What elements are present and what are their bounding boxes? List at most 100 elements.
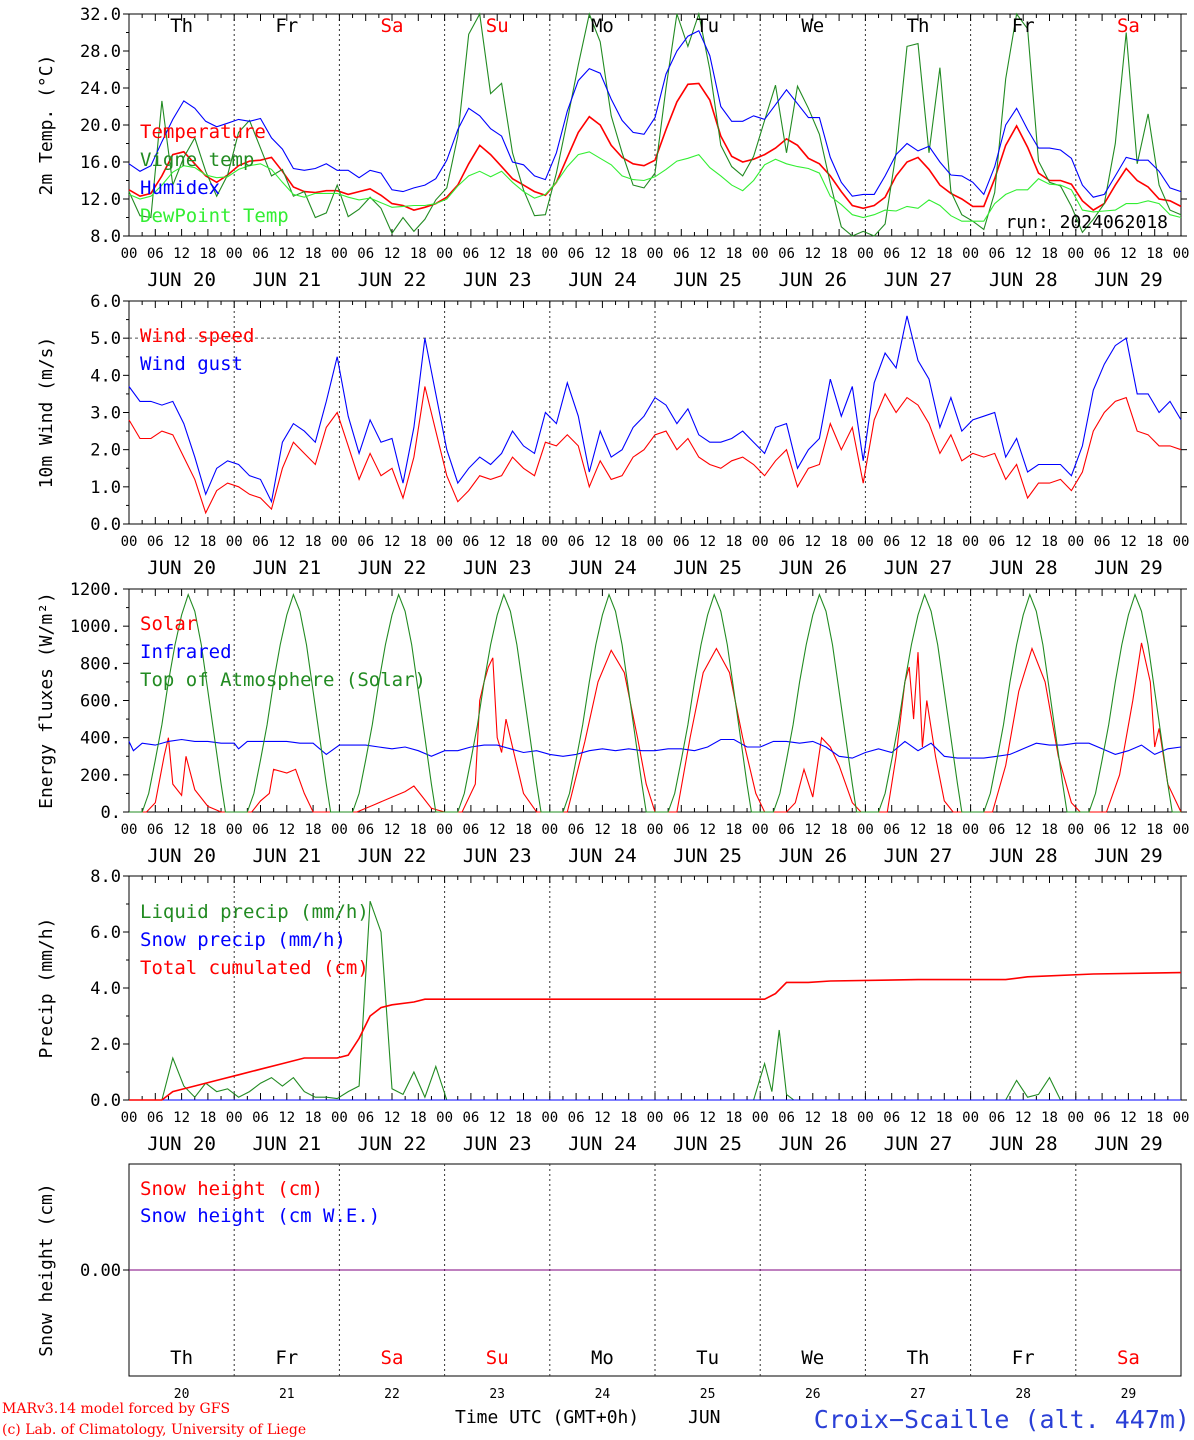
y-tick-label: 16.0: [80, 153, 121, 173]
date-label: JUN 27: [884, 1133, 953, 1155]
day-name: Th: [907, 1347, 930, 1369]
hour-label: 00: [1067, 534, 1084, 550]
hour-label: 00: [1173, 822, 1190, 838]
hour-label: 00: [1067, 1110, 1084, 1126]
panel-1: 8.0 12.0 16.0 20.0 24.0 28.0 32.0 2m Temp. (°C)…: [36, 5, 1189, 291]
hour-label: 00: [226, 534, 243, 550]
hour-label: 18: [199, 246, 216, 262]
hour-label: 06: [673, 246, 690, 262]
hour-label: 12: [594, 534, 611, 550]
hour-label: 00: [647, 1110, 664, 1126]
hour-label: 06: [883, 1110, 900, 1126]
hour-label: 00: [1067, 822, 1084, 838]
hour-label: 00: [121, 1110, 138, 1126]
legend-entry: Vigne temp: [140, 149, 254, 171]
hour-label: 18: [1041, 822, 1058, 838]
hour-label: 12: [699, 246, 716, 262]
hour-label: 12: [910, 534, 927, 550]
hour-label: 00: [752, 1110, 769, 1126]
hour-label: 18: [515, 1110, 532, 1126]
hour-label: 18: [410, 822, 427, 838]
day-name: Th: [170, 15, 193, 37]
footer-model-line: MARv3.14 model forced by GFS: [2, 1401, 230, 1417]
hour-label: 06: [1094, 246, 1111, 262]
hour-label: 18: [831, 1110, 848, 1126]
hour-label: 06: [778, 534, 795, 550]
y-tick-label: 1000.: [70, 617, 121, 637]
hour-label: 18: [1041, 1110, 1058, 1126]
hour-label: 06: [252, 822, 269, 838]
series-line-1: [128, 82, 1182, 212]
hour-label: 00: [121, 534, 138, 550]
hour-label: 00: [752, 822, 769, 838]
hour-label: 12: [804, 246, 821, 262]
hour-label: 06: [147, 1110, 164, 1126]
y-tick-label: 1.0: [90, 478, 121, 498]
day-name: Fr: [1012, 15, 1035, 37]
hour-label: 00: [857, 246, 874, 262]
hour-label: 18: [305, 822, 322, 838]
day-name: Sa: [381, 15, 404, 37]
hour-label: 06: [988, 1110, 1005, 1126]
hour-label: 18: [515, 822, 532, 838]
date-label: JUN 20: [147, 269, 216, 291]
legend-entry: Temperature: [140, 121, 266, 143]
date-label: JUN 25: [673, 557, 742, 579]
hour-label: 12: [384, 1110, 401, 1126]
panel-2: 0.0 1.0 2.0 3.0 4.0 5.0 6.0 10m Wind (m/s) 00 06 1…: [36, 292, 1189, 579]
hour-label: 18: [1146, 822, 1163, 838]
hour-label: 12: [1120, 534, 1137, 550]
hour-label: 12: [910, 1110, 927, 1126]
hour-label: 06: [357, 822, 374, 838]
date-label: JUN 29: [1094, 557, 1163, 579]
hour-label: 18: [410, 534, 427, 550]
hour-label: 18: [1041, 246, 1058, 262]
hour-label: 12: [1015, 822, 1032, 838]
y-tick-label: 20.0: [80, 116, 121, 136]
hour-label: 00: [1173, 534, 1190, 550]
date-label: JUN 27: [884, 269, 953, 291]
day-name: Fr: [1012, 1347, 1035, 1369]
hour-label: 18: [1146, 246, 1163, 262]
day-name: Tu: [696, 1347, 719, 1369]
hour-label: 18: [1041, 534, 1058, 550]
hour-label: 18: [620, 534, 637, 550]
hour-label: 06: [673, 1110, 690, 1126]
hour-label: 18: [620, 822, 637, 838]
y-tick-label: 2.0: [90, 1035, 121, 1055]
hour-label: 00: [1173, 246, 1190, 262]
y-tick-label: 4.0: [90, 366, 121, 386]
hour-label: 18: [305, 534, 322, 550]
hour-label: 18: [410, 1110, 427, 1126]
hour-label: 00: [541, 246, 558, 262]
hour-label: 06: [357, 534, 374, 550]
day-name: Fr: [275, 1347, 298, 1369]
hour-label: 00: [331, 246, 348, 262]
date-label: JUN 23: [463, 1133, 532, 1155]
date-label: JUN 28: [989, 557, 1058, 579]
y-tick-label: 6.0: [90, 292, 121, 312]
hour-label: 12: [384, 534, 401, 550]
hour-label: 12: [1015, 246, 1032, 262]
hour-label: 06: [147, 822, 164, 838]
footer-copyright-line: (c) Lab. of Climatology, University of L…: [2, 1422, 306, 1438]
hour-label: 00: [962, 534, 979, 550]
hour-label: 12: [1120, 1110, 1137, 1126]
date-label: JUN 29: [1094, 1133, 1163, 1155]
footer-day-number: 28: [1015, 1387, 1031, 1402]
hour-label: 18: [515, 246, 532, 262]
day-name: Mo: [591, 1347, 614, 1369]
date-label: JUN 24: [568, 269, 637, 291]
hour-label: 06: [568, 246, 585, 262]
hour-label: 18: [831, 822, 848, 838]
hour-label: 18: [936, 534, 953, 550]
hour-label: 06: [778, 1110, 795, 1126]
hour-label: 12: [173, 822, 190, 838]
hour-label: 06: [568, 822, 585, 838]
hour-label: 12: [278, 246, 295, 262]
y-tick-label: 24.0: [80, 79, 121, 99]
hour-label: 18: [725, 246, 742, 262]
hour-label: 06: [252, 246, 269, 262]
hour-label: 18: [515, 534, 532, 550]
hour-label: 06: [1094, 534, 1111, 550]
